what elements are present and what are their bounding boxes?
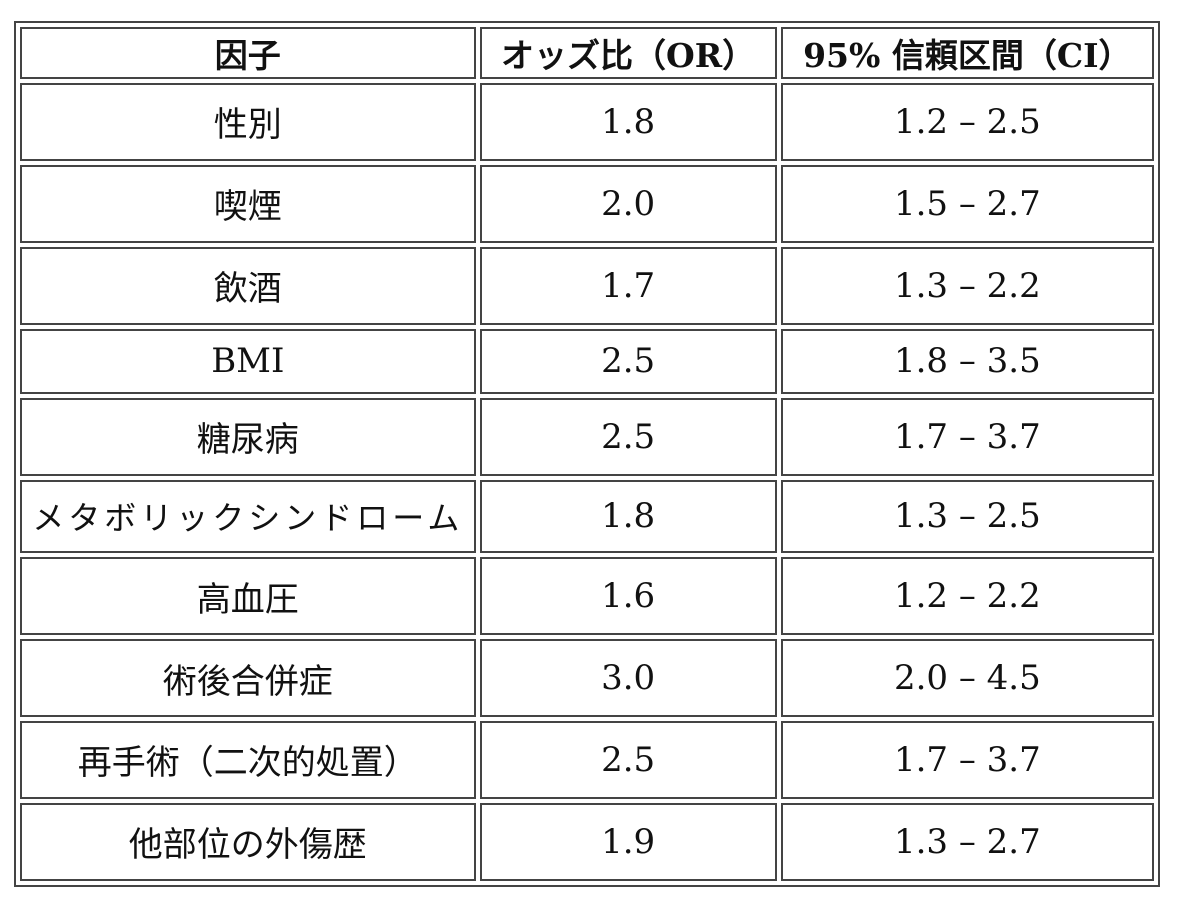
table-row: 性別 1.8 1.2 – 2.5: [20, 83, 1154, 161]
factor-cell: 高血圧: [20, 557, 476, 636]
confidence-interval-cell: 2.0 – 4.5: [780, 639, 1154, 717]
odds-ratio-cell: 2.0: [479, 164, 777, 243]
table-row: 高血圧 1.6 1.2 – 2.2: [20, 557, 1154, 636]
odds-ratio-cell: 1.9: [479, 802, 777, 881]
odds-ratio-cell: 2.5: [479, 720, 777, 799]
table-row: 術後合併症 3.0 2.0 – 4.5: [20, 639, 1154, 717]
factor-cell: 飲酒: [20, 246, 476, 325]
odds-ratio-cell: 2.5: [479, 328, 777, 394]
header-odds-ratio: オッズ比（OR）: [479, 27, 777, 79]
table-row: 再手術（二次的処置） 2.5 1.7 – 3.7: [20, 720, 1154, 799]
factor-cell: 術後合併症: [20, 639, 476, 717]
factor-cell: 再手術（二次的処置）: [20, 720, 476, 799]
confidence-interval-cell: 1.3 – 2.7: [780, 802, 1154, 881]
confidence-interval-cell: 1.3 – 2.5: [780, 479, 1154, 554]
header-factor: 因子: [20, 27, 476, 79]
odds-ratio-table: 因子 オッズ比（OR） 95% 信頼区間（CI） 性別 1.8 1.2 – 2.…: [16, 23, 1158, 885]
confidence-interval-cell: 1.2 – 2.5: [780, 83, 1154, 161]
header-confidence-interval: 95% 信頼区間（CI）: [780, 27, 1154, 79]
table-row: BMI 2.5 1.8 – 3.5: [20, 328, 1154, 394]
odds-ratio-cell: 1.7: [479, 246, 777, 325]
factor-cell: BMI: [20, 328, 476, 394]
confidence-interval-cell: 1.7 – 3.7: [780, 397, 1154, 476]
odds-ratio-cell: 2.5: [479, 397, 777, 476]
table-row: 他部位の外傷歴 1.9 1.3 – 2.7: [20, 802, 1154, 881]
confidence-interval-cell: 1.7 – 3.7: [780, 720, 1154, 799]
factor-cell: 喫煙: [20, 164, 476, 243]
confidence-interval-cell: 1.8 – 3.5: [780, 328, 1154, 394]
confidence-interval-cell: 1.5 – 2.7: [780, 164, 1154, 243]
odds-ratio-cell: 1.8: [479, 83, 777, 161]
table-row: メタボリックシンドローム 1.8 1.3 – 2.5: [20, 479, 1154, 554]
confidence-interval-cell: 1.2 – 2.2: [780, 557, 1154, 636]
confidence-interval-cell: 1.3 – 2.2: [780, 246, 1154, 325]
header-row: 因子 オッズ比（OR） 95% 信頼区間（CI）: [20, 27, 1154, 79]
factor-cell: 他部位の外傷歴: [20, 802, 476, 881]
table-row: 糖尿病 2.5 1.7 – 3.7: [20, 397, 1154, 476]
table-row: 喫煙 2.0 1.5 – 2.7: [20, 164, 1154, 243]
factor-cell: 糖尿病: [20, 397, 476, 476]
table-row: 飲酒 1.7 1.3 – 2.2: [20, 246, 1154, 325]
factor-cell: 性別: [20, 83, 476, 161]
factor-cell: メタボリックシンドローム: [20, 479, 476, 554]
odds-ratio-cell: 1.8: [479, 479, 777, 554]
odds-ratio-table-frame: 因子 オッズ比（OR） 95% 信頼区間（CI） 性別 1.8 1.2 – 2.…: [14, 21, 1160, 887]
odds-ratio-cell: 3.0: [479, 639, 777, 717]
odds-ratio-cell: 1.6: [479, 557, 777, 636]
